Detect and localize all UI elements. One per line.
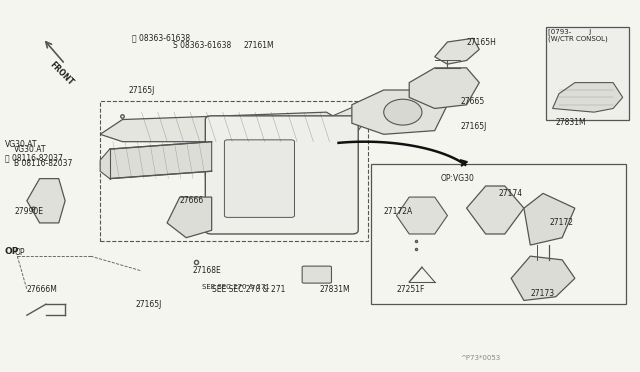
Text: 27168E: 27168E [193,266,221,275]
Polygon shape [552,83,623,112]
Text: 27831M: 27831M [320,285,351,294]
Text: OP: OP [14,248,24,257]
Text: SEE SEC.270 & 271: SEE SEC.270 & 271 [212,285,285,294]
Text: (W/CTR CONSOL): (W/CTR CONSOL) [548,35,608,42]
Text: VG30.AT: VG30.AT [14,145,47,154]
Text: 27251F: 27251F [396,285,425,294]
Text: Ⓢ 08363-61638: Ⓢ 08363-61638 [132,33,190,42]
Text: Ⓑ 08116-82037: Ⓑ 08116-82037 [4,153,63,162]
Polygon shape [467,186,524,234]
Ellipse shape [384,99,422,125]
Text: 27165H: 27165H [467,38,497,46]
Text: OP:VG30: OP:VG30 [441,174,475,183]
Text: 27990E: 27990E [14,207,43,217]
Text: SEE SEC.270 & 271: SEE SEC.270 & 271 [202,284,270,291]
Text: B 08116-82037: B 08116-82037 [14,159,72,169]
Polygon shape [100,112,339,142]
Text: 27172A: 27172A [384,207,413,217]
Polygon shape [524,193,575,245]
Text: VG30.AT: VG30.AT [4,140,37,149]
Text: ^P73*0053: ^P73*0053 [460,355,500,360]
FancyBboxPatch shape [302,266,332,283]
Text: 27174: 27174 [499,189,522,198]
Text: S 08363-61638: S 08363-61638 [173,41,232,50]
Polygon shape [333,105,371,134]
FancyBboxPatch shape [546,27,629,119]
Text: 27665: 27665 [460,97,484,106]
Text: OP: OP [4,247,19,256]
Text: 27173: 27173 [531,289,554,298]
Polygon shape [27,179,65,223]
Text: 27161M: 27161M [244,41,274,50]
Text: 27666: 27666 [180,196,204,205]
Text: FRONT: FRONT [48,60,76,87]
Text: 27165J: 27165J [135,300,161,309]
Text: 27831M: 27831M [556,118,586,127]
Polygon shape [409,68,479,109]
Text: 27666M: 27666M [27,285,58,294]
Text: 27172: 27172 [549,218,573,227]
Text: [0793-        J: [0793- J [548,28,591,35]
Polygon shape [435,38,479,64]
Polygon shape [396,197,447,234]
Text: 27165J: 27165J [460,122,486,131]
Polygon shape [352,90,447,134]
Text: 27165J: 27165J [129,86,156,94]
Polygon shape [167,197,212,238]
FancyBboxPatch shape [225,140,294,217]
FancyBboxPatch shape [205,116,358,234]
Polygon shape [100,142,212,179]
Polygon shape [511,256,575,301]
